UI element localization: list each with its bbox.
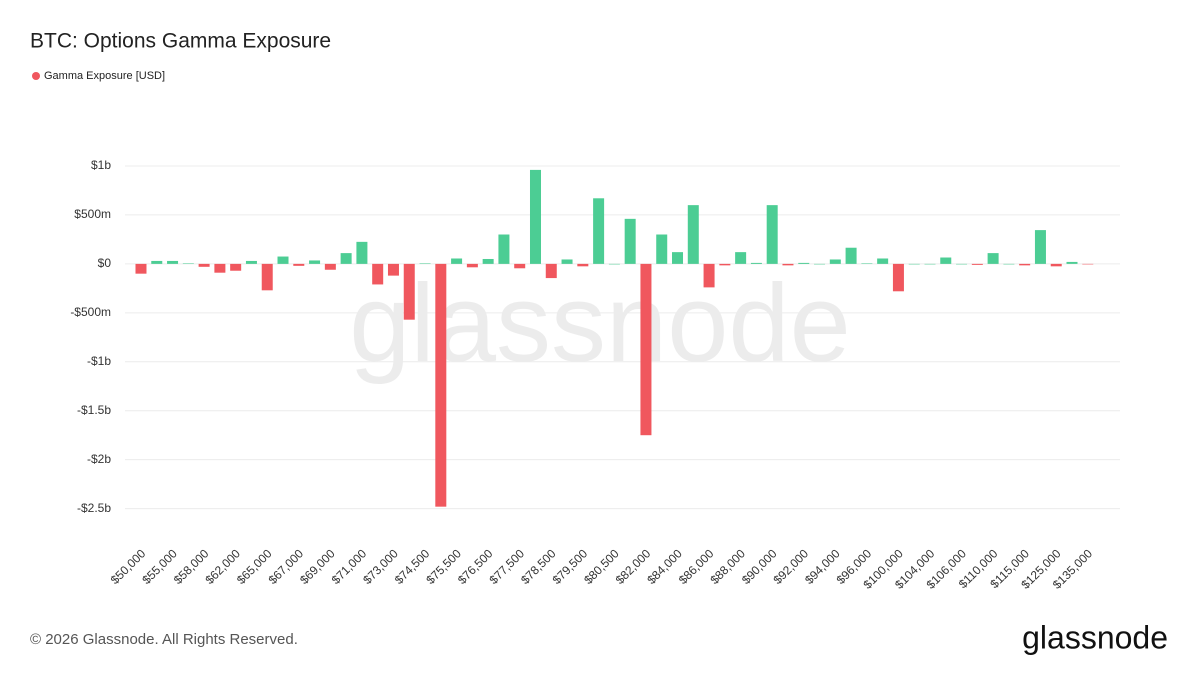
bar (151, 260, 163, 264)
bar (356, 241, 368, 264)
bar (766, 205, 778, 264)
bar (498, 234, 510, 264)
bar (640, 263, 652, 436)
bar (687, 205, 699, 264)
y-tick-label: -$2.5b (77, 501, 111, 515)
bar (1034, 230, 1046, 264)
bar (419, 263, 431, 264)
legend-marker (32, 72, 40, 80)
bar (672, 252, 684, 264)
bar (514, 263, 526, 269)
bar (719, 263, 731, 266)
bar (845, 247, 857, 264)
bar (451, 258, 463, 264)
bar (861, 263, 873, 264)
bar (1050, 263, 1062, 267)
bar (182, 263, 194, 264)
bar (561, 259, 573, 264)
footer: © 2026 Glassnode. All Rights Reserved. (30, 631, 298, 648)
bar (309, 260, 321, 264)
y-tick-label: $0 (98, 256, 112, 270)
bar (814, 263, 826, 265)
bar (971, 263, 983, 265)
bar (750, 262, 762, 264)
bar (403, 263, 415, 320)
bar (656, 234, 668, 264)
bar (735, 252, 747, 264)
bar (277, 256, 289, 264)
bar (624, 218, 636, 264)
bar (608, 263, 620, 265)
y-tick-label: -$2b (87, 452, 111, 466)
bar (987, 253, 999, 264)
bar (877, 258, 889, 264)
bar (261, 263, 273, 291)
y-tick-label: -$500m (70, 305, 111, 319)
bar (1003, 263, 1015, 265)
bar (798, 262, 810, 264)
bar (245, 260, 257, 264)
bar (782, 263, 794, 266)
bar (466, 263, 478, 268)
bar (167, 260, 179, 264)
bar (703, 263, 715, 288)
bar (324, 263, 336, 270)
bar (1019, 263, 1031, 266)
bar (892, 263, 904, 292)
bar (529, 169, 541, 264)
bar (293, 263, 305, 266)
chart-title: BTC: Options Gamma Exposure (30, 30, 331, 53)
bar (908, 263, 920, 265)
bar (135, 263, 147, 274)
bar (593, 198, 605, 264)
y-tick-label: $500m (74, 207, 111, 221)
y-tick-label: -$1b (87, 354, 111, 368)
bar (340, 253, 352, 264)
bar (372, 263, 384, 285)
logo: glassnode (1022, 619, 1168, 655)
bar (829, 259, 841, 264)
watermark: glassnode (349, 262, 851, 385)
legend-label: Gamma Exposure [USD] (44, 70, 165, 82)
bar (435, 263, 447, 507)
y-tick-label: $1b (91, 158, 111, 172)
bar (230, 263, 242, 271)
bar (577, 263, 589, 267)
bar (940, 257, 952, 264)
bar (387, 263, 399, 276)
bar (198, 263, 210, 267)
bar (1066, 261, 1078, 264)
bar (214, 263, 226, 273)
bar (482, 258, 494, 264)
bar (1082, 263, 1094, 265)
y-tick-label: -$1.5b (77, 403, 111, 417)
bar (956, 263, 968, 265)
bar (545, 263, 557, 279)
bar (924, 263, 936, 265)
